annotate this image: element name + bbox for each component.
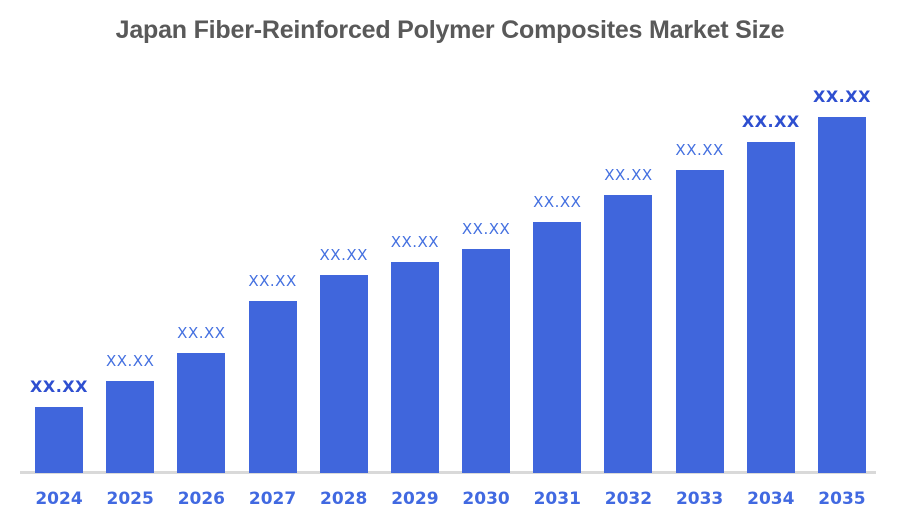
x-axis-label-2031: 2031 [533, 489, 581, 509]
x-axis-label-2028: 2028 [320, 489, 368, 509]
bar-value-label-2024: XX.XX [30, 377, 88, 397]
x-axis-label-2026: 2026 [177, 489, 226, 509]
bar-value-label-2030: XX.XX [461, 220, 511, 239]
bar-2030 [462, 249, 511, 473]
bar-2025 [106, 381, 155, 473]
bar-2033 [675, 170, 724, 473]
bar-2028 [319, 275, 368, 473]
x-axis-label-2024: 2024 [35, 489, 83, 509]
bar-value-label-2035: XX.XX [813, 87, 871, 106]
bar-2029 [390, 261, 439, 473]
bar-value-label-2032: XX.XX [604, 165, 653, 184]
x-axis-label-2034: 2034 [747, 489, 795, 509]
x-axis-line [20, 471, 876, 474]
x-axis-label-2025: 2025 [106, 489, 154, 509]
x-axis-label-2030: 2030 [462, 489, 510, 509]
bar-value-label-2026: XX.XX [177, 324, 226, 343]
bar-value-label-2033: XX.XX [675, 141, 724, 160]
bar-2027 [248, 301, 297, 473]
bar-value-label-2029: XX.XX [390, 232, 440, 251]
bar-2032 [604, 194, 653, 473]
x-axis-label-2032: 2032 [604, 489, 653, 509]
bar-2035 [817, 117, 866, 473]
bar-value-label-2034: XX.XX [741, 111, 800, 131]
chart-title: Japan Fiber-Reinforced Polymer Composite… [115, 16, 785, 44]
bar-2034 [746, 141, 795, 473]
bar-value-label-2028: XX.XX [319, 246, 368, 265]
bar-value-label-2027: XX.XX [248, 272, 297, 291]
x-axis-label-2033: 2033 [675, 489, 724, 509]
bar-2031 [533, 222, 582, 473]
bar-value-label-2025: XX.XX [105, 352, 155, 371]
x-axis-label-2027: 2027 [248, 489, 297, 509]
x-axis-label-2029: 2029 [391, 489, 439, 509]
bar-2024 [35, 407, 83, 473]
x-axis-label-2035: 2035 [818, 489, 866, 509]
bar-2026 [177, 353, 226, 473]
bar-value-label-2031: XX.XX [533, 193, 582, 212]
